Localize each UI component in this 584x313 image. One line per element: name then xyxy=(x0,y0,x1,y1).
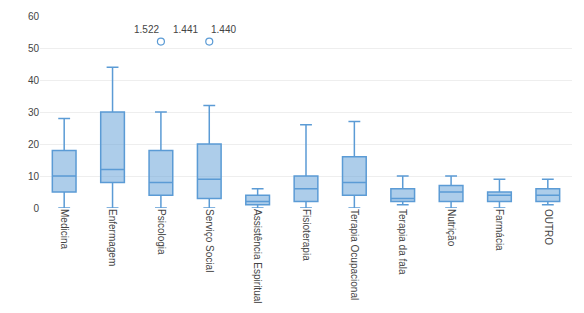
svg-text:OUTRO: OUTRO xyxy=(543,209,554,245)
svg-text:60: 60 xyxy=(28,11,40,22)
svg-text:Serviço Social: Serviço Social xyxy=(204,209,215,272)
svg-text:50: 50 xyxy=(28,43,40,54)
svg-text:40: 40 xyxy=(28,75,40,86)
svg-text:Terapia da fala: Terapia da fala xyxy=(397,209,408,275)
svg-text:10: 10 xyxy=(28,171,40,182)
svg-text:0: 0 xyxy=(33,203,39,214)
svg-text:Assistência Espiritual: Assistência Espiritual xyxy=(252,209,263,303)
svg-text:20: 20 xyxy=(28,139,40,150)
svg-text:Fisioterapia: Fisioterapia xyxy=(301,209,312,261)
svg-text:Farmácia: Farmácia xyxy=(494,209,505,251)
svg-text:30: 30 xyxy=(28,107,40,118)
svg-text:Psicologia: Psicologia xyxy=(156,209,167,255)
svg-text:Medicina: Medicina xyxy=(59,209,70,249)
svg-text:Terapia Ocupacional: Terapia Ocupacional xyxy=(349,209,360,300)
svg-text:1.440: 1.440 xyxy=(211,24,236,35)
svg-text:1.441: 1.441 xyxy=(173,24,198,35)
svg-text:Enfermagem: Enfermagem xyxy=(107,209,118,266)
svg-text:1.522: 1.522 xyxy=(134,24,159,35)
svg-text:Nutrição: Nutrição xyxy=(446,209,457,247)
